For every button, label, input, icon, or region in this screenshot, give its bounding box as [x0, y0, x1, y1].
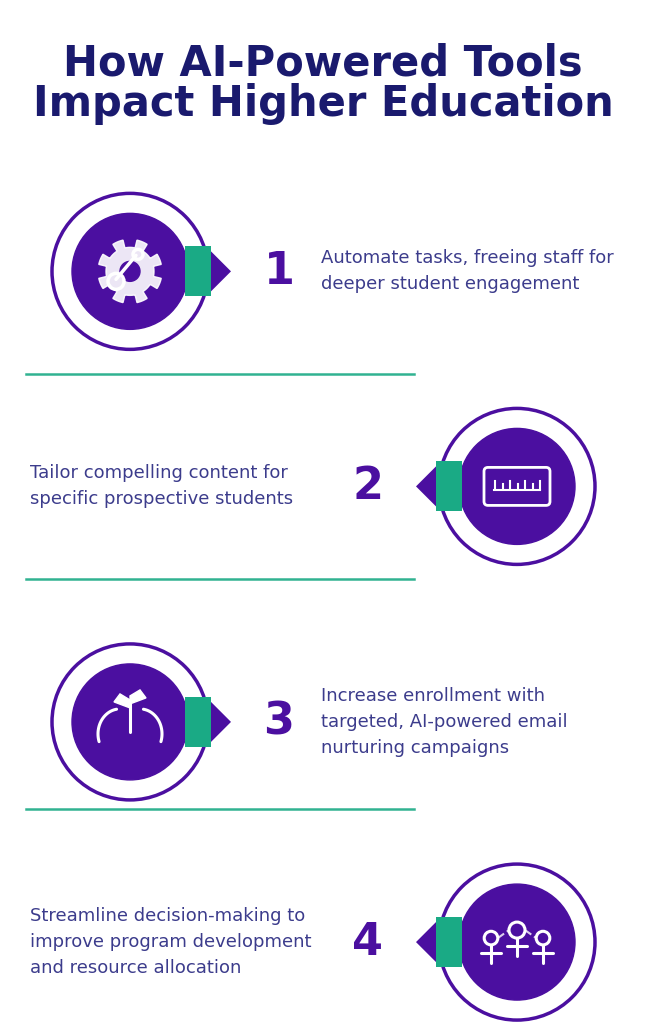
Text: targeted, AI-powered email: targeted, AI-powered email — [321, 713, 567, 731]
Polygon shape — [211, 701, 231, 742]
Text: specific prospective students: specific prospective students — [30, 490, 293, 508]
Text: 2: 2 — [353, 465, 384, 508]
Text: and resource allocation: and resource allocation — [30, 959, 241, 977]
Polygon shape — [211, 251, 231, 292]
Bar — [185, 697, 211, 746]
Text: Tailor compelling content for: Tailor compelling content for — [30, 465, 288, 482]
Text: Impact Higher Education: Impact Higher Education — [32, 83, 613, 125]
Circle shape — [72, 213, 188, 330]
Text: improve program development: improve program development — [30, 933, 311, 951]
Text: Automate tasks, freeing staff for: Automate tasks, freeing staff for — [321, 250, 614, 267]
Text: 1: 1 — [263, 250, 294, 293]
Text: 4: 4 — [353, 921, 384, 964]
Circle shape — [459, 428, 575, 545]
Bar — [436, 918, 462, 967]
Polygon shape — [99, 241, 161, 302]
Text: Streamline decision-making to: Streamline decision-making to — [30, 907, 305, 925]
Text: How AI-Powered Tools: How AI-Powered Tools — [63, 43, 583, 85]
Text: Increase enrollment with: Increase enrollment with — [321, 687, 545, 705]
Bar — [436, 462, 462, 511]
Text: nurturing campaigns: nurturing campaigns — [321, 739, 509, 757]
Polygon shape — [130, 690, 146, 703]
Circle shape — [459, 884, 575, 1000]
Polygon shape — [114, 694, 130, 708]
Bar — [185, 247, 211, 296]
Circle shape — [120, 261, 140, 282]
Text: 3: 3 — [263, 700, 294, 743]
Polygon shape — [416, 922, 436, 963]
Text: deeper student engagement: deeper student engagement — [321, 275, 579, 293]
Polygon shape — [416, 466, 436, 507]
Circle shape — [72, 664, 188, 780]
